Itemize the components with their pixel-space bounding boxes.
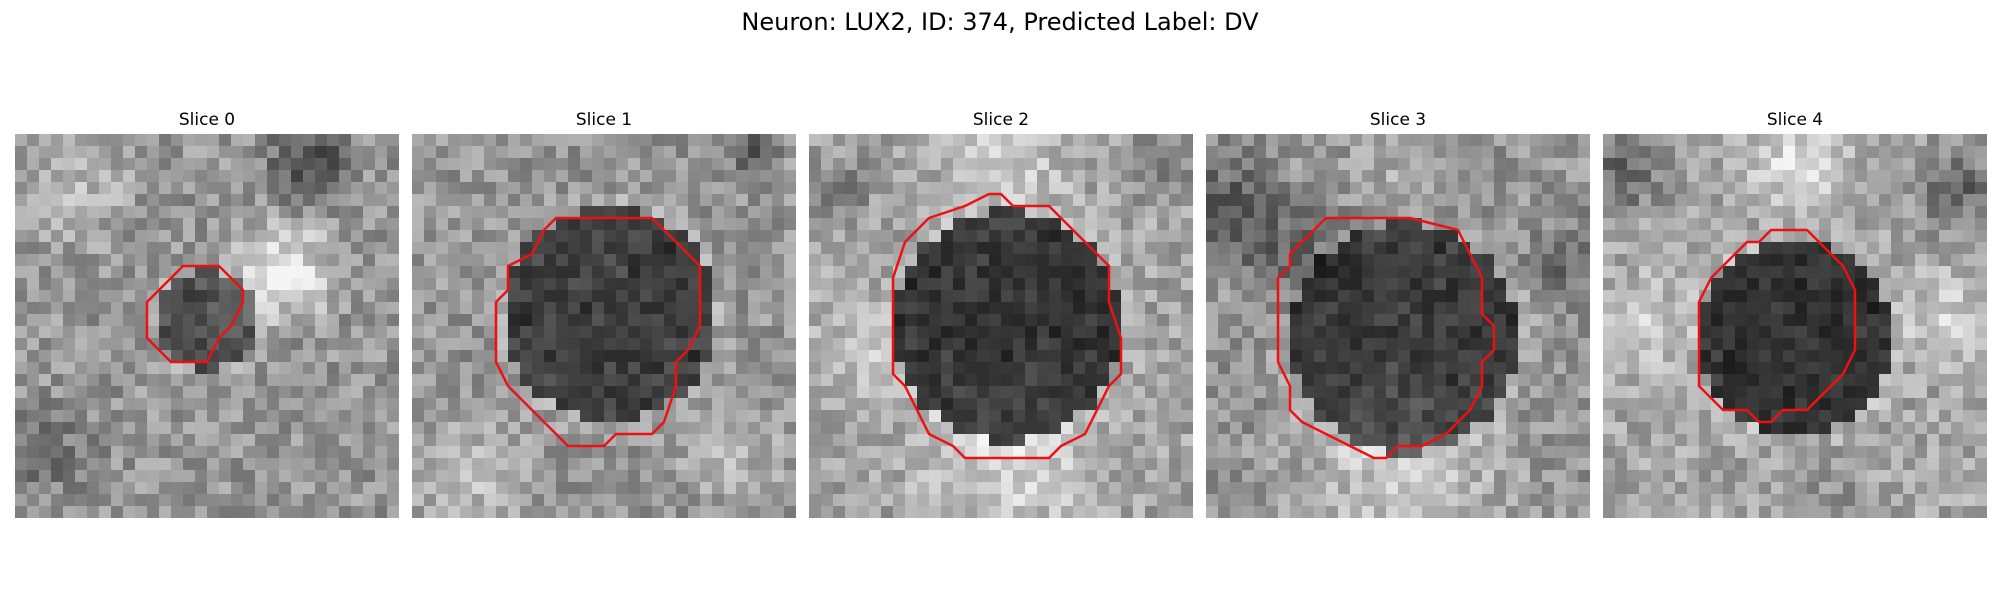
slice-image-2 [809, 134, 1193, 518]
slice-image-4 [1603, 134, 1987, 518]
slice-title-3: Slice 3 [1369, 110, 1427, 130]
slice-title-0: Slice 0 [178, 110, 236, 130]
slice-image-1 [412, 134, 796, 518]
slice-panel-3: Slice 3 [1206, 108, 1590, 518]
soma-contour-4 [1697, 228, 1857, 424]
slice-panel-1: Slice 1 [412, 108, 796, 518]
slice-title-4: Slice 4 [1766, 110, 1824, 130]
soma-contour-3 [1276, 216, 1496, 460]
slice-panel-4: Slice 4 [1603, 108, 1987, 518]
figure-title: Neuron: LUX2, ID: 374, Predicted Label: … [741, 8, 1259, 36]
slice-panel-0: Slice 0 [15, 108, 399, 518]
slice-title-2: Slice 2 [972, 110, 1030, 130]
soma-contour-0 [145, 264, 245, 364]
soma-contour-1 [494, 216, 702, 448]
slice-panel-2: Slice 2 [809, 108, 1193, 518]
soma-contour-2 [891, 192, 1123, 460]
slice-title-1: Slice 1 [575, 110, 633, 130]
slice-image-0 [15, 134, 399, 518]
slice-image-3 [1206, 134, 1590, 518]
